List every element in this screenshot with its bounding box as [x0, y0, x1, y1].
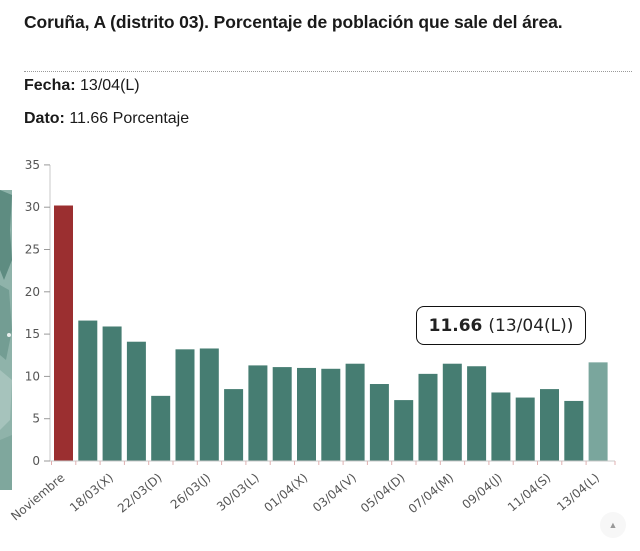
- bar[interactable]: [321, 368, 341, 461]
- bar[interactable]: [394, 400, 414, 461]
- bar[interactable]: [369, 384, 389, 461]
- x-tick-label: 09/04(J): [459, 471, 504, 512]
- bar[interactable]: [491, 392, 511, 461]
- x-tick-label: Noviembre: [8, 471, 67, 524]
- y-tick-label: 30: [25, 200, 40, 214]
- bar[interactable]: [102, 326, 122, 461]
- x-tick-label: 26/03(J): [168, 471, 213, 512]
- dato-line: Dato: 11.66 Porcentaje: [24, 110, 189, 128]
- bar[interactable]: [151, 395, 171, 461]
- bar[interactable]: [418, 373, 438, 461]
- bar[interactable]: [297, 367, 316, 461]
- arrow-up-icon: ▲: [608, 520, 618, 530]
- x-tick-label: 03/04(V): [310, 471, 359, 515]
- bar[interactable]: [467, 366, 487, 461]
- dotted-divider: [24, 71, 632, 72]
- page-title: Coruña, A (distrito 03). Porcentaje de p…: [24, 12, 563, 32]
- bar[interactable]: [248, 365, 268, 461]
- bar[interactable]: [272, 367, 292, 461]
- y-tick-label: 35: [25, 158, 40, 172]
- bar[interactable]: [564, 400, 584, 461]
- bar[interactable]: [199, 348, 219, 461]
- x-tick-label: 13/04(L): [554, 471, 602, 514]
- x-tick-label: 05/04(D): [358, 471, 408, 516]
- bar[interactable]: [78, 320, 98, 461]
- bar[interactable]: [126, 341, 146, 461]
- map-fragment[interactable]: [0, 190, 12, 490]
- y-axis: 0 5 10 15 20 25 30 35: [25, 158, 51, 468]
- bar-chart: 0 5 10 15 20 25 30 35 Noviembre 18/03(X)22/03(D)…: [8, 158, 616, 524]
- fecha-value: 13/04(L): [80, 77, 140, 94]
- dato-value: 11.66 Porcentaje: [69, 110, 190, 127]
- bar[interactable]: [345, 363, 365, 461]
- tooltip-value: 11.66: [428, 315, 483, 336]
- bar[interactable]: [540, 389, 559, 461]
- y-tick-label: 0: [32, 454, 40, 468]
- bars: [54, 205, 608, 461]
- x-axis: Noviembre 18/03(X)22/03(D) 26/03(J) 30/03(L…: [8, 460, 616, 524]
- y-tick-label: 25: [25, 243, 40, 257]
- bar[interactable]: [54, 205, 73, 461]
- fecha-label: Fecha:: [24, 77, 76, 94]
- tooltip-date: (13/04(L)): [488, 315, 574, 336]
- bar[interactable]: [224, 389, 244, 461]
- x-tick-label: 01/04(X): [261, 471, 310, 515]
- y-tick-label: 15: [25, 327, 40, 341]
- scroll-to-top-button[interactable]: ▲: [600, 512, 626, 538]
- y-tick-label: 5: [32, 412, 40, 426]
- x-tick-label: 11/04(S): [505, 471, 553, 515]
- x-tick-label: 22/03(D): [115, 471, 165, 516]
- dato-label: Dato:: [24, 110, 65, 127]
- bar[interactable]: [175, 349, 195, 461]
- fecha-line: Fecha: 13/04(L): [24, 77, 140, 95]
- y-tick-label: 10: [25, 369, 40, 383]
- value-tooltip: 11.66 (13/04(L)): [416, 306, 586, 345]
- bar[interactable]: [515, 397, 535, 461]
- x-tick-label: 30/03(L): [214, 471, 262, 514]
- bar[interactable]: [442, 363, 462, 461]
- y-tick-label: 20: [25, 285, 40, 299]
- x-tick-label: 18/03(X): [67, 471, 116, 515]
- x-tick-label: 07/04(M): [406, 471, 457, 517]
- bar[interactable]: [588, 362, 608, 461]
